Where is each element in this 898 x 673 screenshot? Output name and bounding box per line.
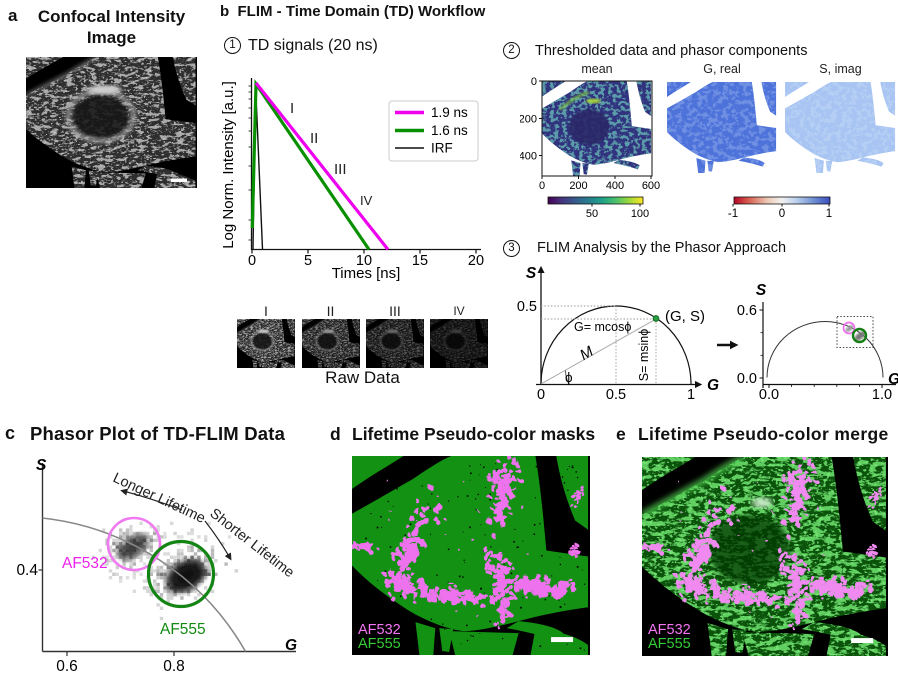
svg-text:G: G — [888, 371, 898, 388]
svg-text:0: 0 — [779, 208, 785, 220]
svg-text:0.5: 0.5 — [606, 387, 626, 403]
svg-text:0.6: 0.6 — [56, 658, 78, 673]
svg-text:600: 600 — [642, 180, 660, 192]
svg-text:0.5: 0.5 — [517, 299, 537, 315]
svg-text:-1: -1 — [728, 208, 738, 220]
svg-text:1.6 ns: 1.6 ns — [431, 123, 468, 138]
svg-text:S: S — [526, 265, 537, 282]
svg-text:Times [ns]: Times [ns] — [332, 265, 401, 282]
svg-text:200: 200 — [569, 180, 587, 192]
svg-text:ϕ: ϕ — [565, 370, 573, 385]
svg-text:20: 20 — [468, 253, 484, 269]
svg-text:II: II — [310, 130, 318, 147]
svg-text:0.8: 0.8 — [163, 658, 185, 673]
svg-text:AF555: AF555 — [160, 621, 206, 638]
svg-text:200: 200 — [520, 114, 537, 126]
svg-text:100: 100 — [631, 208, 649, 220]
svg-text:AF532: AF532 — [62, 555, 108, 572]
svg-text:0.4: 0.4 — [16, 562, 38, 579]
svg-text:0.0: 0.0 — [737, 371, 757, 387]
svg-text:G: G — [707, 377, 719, 394]
svg-text:15: 15 — [412, 253, 428, 269]
svg-text:1: 1 — [687, 387, 695, 403]
svg-text:1.0: 1.0 — [872, 387, 892, 403]
svg-text:0.6: 0.6 — [737, 303, 757, 319]
svg-text:400: 400 — [520, 151, 537, 163]
svg-text:5: 5 — [304, 253, 312, 269]
svg-text:1.9 ns: 1.9 ns — [431, 105, 468, 120]
svg-text:S= msinϕ: S= msinϕ — [637, 329, 651, 382]
svg-text:I: I — [290, 100, 294, 117]
svg-text:G= mcosϕ: G= mcosϕ — [574, 320, 631, 334]
svg-text:M: M — [577, 343, 597, 364]
svg-text:10: 10 — [356, 253, 372, 269]
svg-text:0: 0 — [539, 180, 545, 192]
svg-text:0: 0 — [537, 387, 545, 403]
svg-text:IRF: IRF — [431, 141, 453, 156]
svg-text:G: G — [285, 637, 297, 654]
svg-text:Log Norm. Intensity [a.u.]: Log Norm. Intensity [a.u.] — [220, 81, 237, 249]
svg-text:S: S — [36, 457, 47, 474]
svg-text:IV: IV — [360, 193, 373, 208]
svg-text:Shorter Lifetime: Shorter Lifetime — [207, 506, 298, 582]
svg-text:(G, S): (G, S) — [665, 308, 705, 325]
svg-text:1: 1 — [826, 208, 832, 220]
svg-text:III: III — [334, 161, 347, 178]
svg-text:50: 50 — [586, 208, 598, 220]
svg-text:0: 0 — [248, 253, 256, 269]
svg-text:400: 400 — [606, 180, 624, 192]
svg-text:0.0: 0.0 — [759, 387, 779, 403]
svg-text:0: 0 — [531, 76, 537, 88]
svg-text:S: S — [756, 282, 767, 299]
